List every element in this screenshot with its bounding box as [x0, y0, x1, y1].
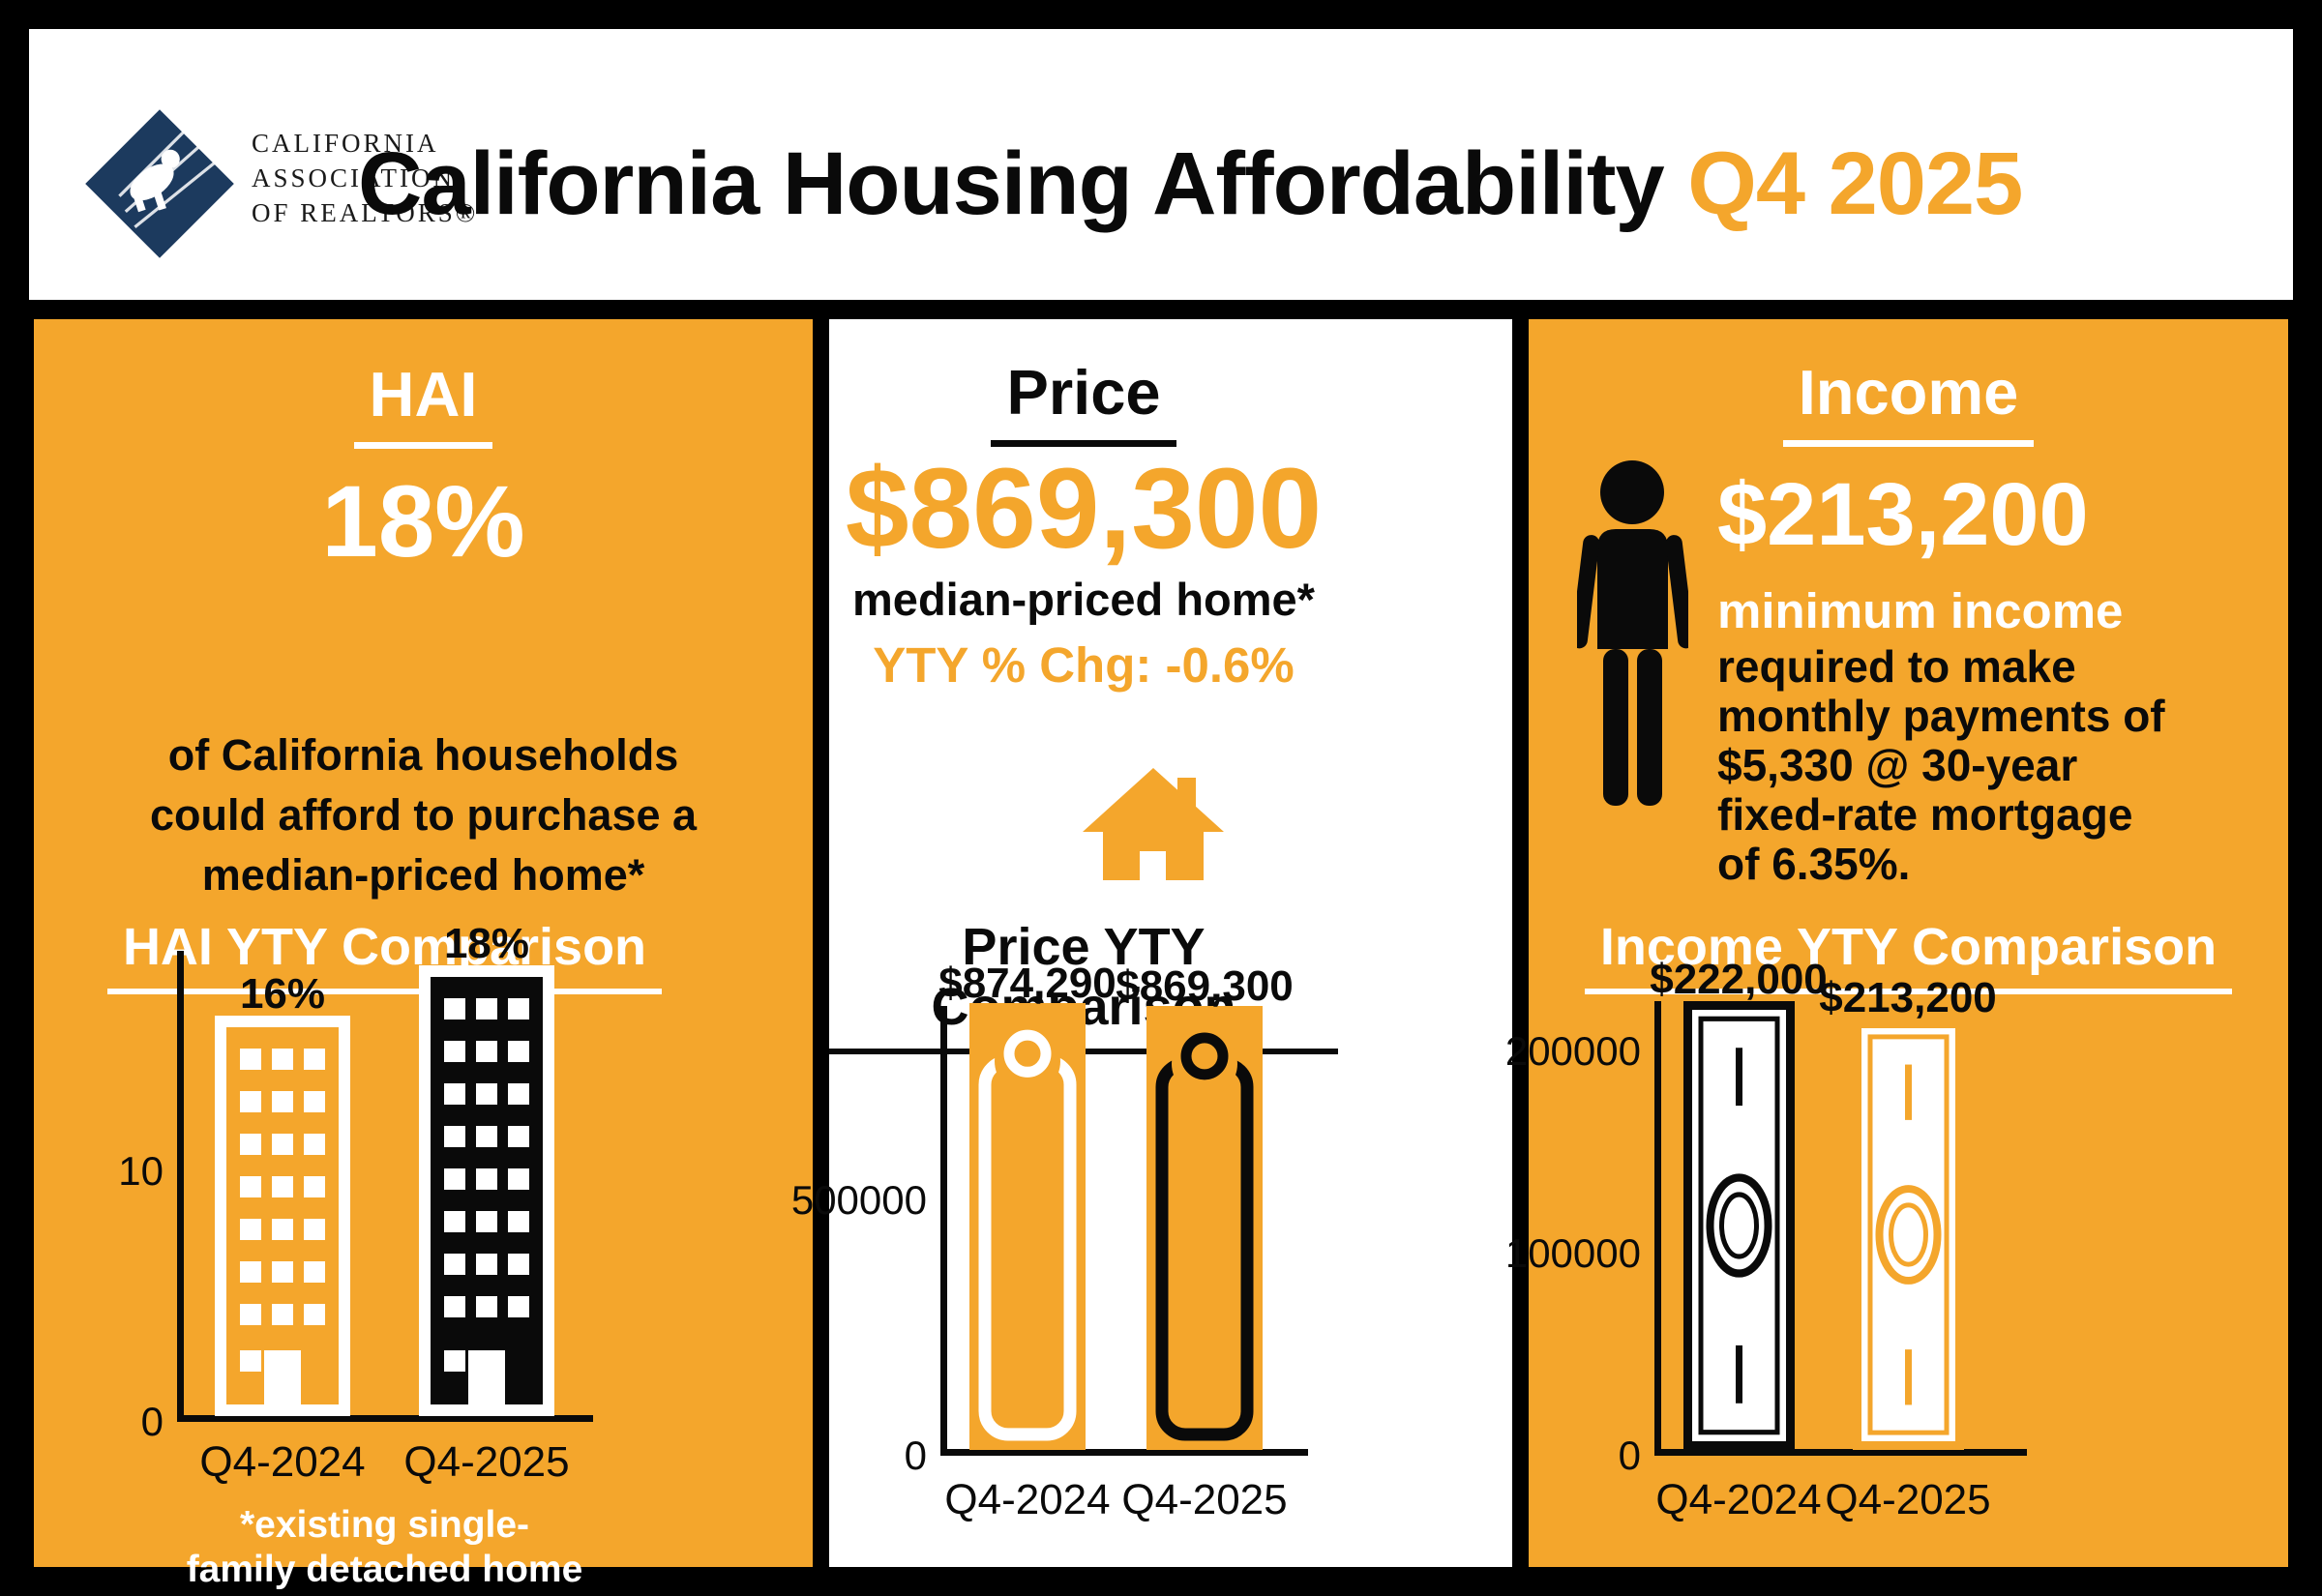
income-desc-line: monthly payments of: [1717, 691, 2165, 741]
income-ytick-100000: 100000: [1504, 1230, 1641, 1276]
income-ytick-200000: 200000: [1504, 1028, 1641, 1074]
car-logo-wordmark: CALIFORNIA ASSOCIATION OF REALTORS®: [252, 126, 478, 230]
hai-headline-value: 18%: [321, 465, 525, 578]
price-yty-change: YTY % Chg: -0.6%: [873, 637, 1295, 693]
price-caption: median-priced home*: [852, 574, 1315, 625]
hai-ytick-10: 10: [118, 1148, 164, 1194]
logo-line: CALIFORNIA: [252, 129, 439, 158]
income-heading: Income: [1529, 356, 2288, 447]
income-rate-prefix: of: [1717, 839, 1772, 889]
price-category-q4-2025: Q4-2025: [1121, 1476, 1288, 1523]
price-heading-text: Price: [991, 356, 1176, 447]
hai-panel: HAI 18% of California households could a…: [34, 319, 813, 1590]
hai-ytick-0: 0: [140, 1399, 164, 1444]
page-title-main: California Housing Affordability: [358, 134, 1688, 233]
income-bar-value-q4-2025: $213,200: [1819, 974, 1997, 1021]
price-bar-q4-2025-price-tag-icon: [1146, 1006, 1263, 1450]
income-rate-value: 6.35%: [1771, 839, 1898, 889]
price-panel: Price $869,300 median-priced home* YTY %…: [791, 319, 1512, 1567]
price-headline-value: $869,300: [845, 445, 1323, 573]
income-chart-plot: 0 100000 200000: [1505, 1001, 2027, 1478]
income-description: required to make monthly payments of $5,…: [1717, 642, 2269, 889]
income-panel: Income $213,200 minimum income required …: [1505, 319, 2288, 1567]
person-icon: [1570, 459, 1695, 808]
hai-bar-q4-2025-building-icon: [419, 965, 554, 1416]
hai-y-axis: [177, 951, 184, 1422]
page-title-quarter: Q4 2025: [1687, 134, 2023, 233]
logo-line: ASSOCIATION: [252, 163, 456, 192]
income-rate-suffix: .: [1897, 839, 1911, 889]
income-subheading: minimum income: [1717, 583, 2124, 638]
income-payment-rest: @ 30-year: [1853, 740, 2078, 790]
hai-footnote-line: family detached home: [186, 1549, 583, 1590]
hai-footnote: *existing single- family detached home: [34, 1503, 735, 1592]
income-payment-amount: $5,330: [1717, 740, 1854, 790]
hai-bar-value-q4-2024: 16%: [239, 970, 326, 1018]
car-logo: [82, 106, 237, 261]
income-desc-line: fixed-rate mortgage: [1717, 789, 2133, 840]
price-bar-q4-2024-price-tag-icon: [969, 1003, 1086, 1450]
header: CALIFORNIA ASSOCIATION OF REALTORS® Cali…: [29, 29, 2293, 300]
house-icon: [1081, 766, 1226, 882]
income-category-q4-2025: Q4-2025: [1825, 1476, 1991, 1523]
price-bar-value-q4-2024: $874,290: [938, 960, 1116, 1007]
price-x-axis: [940, 1449, 1308, 1456]
hai-heading-text: HAI: [353, 358, 493, 449]
income-bar-q4-2024-dollar-bill-icon: [1683, 1001, 1795, 1450]
car-logo-diamond-icon: [85, 109, 234, 258]
logo-line: OF REALTORS®: [252, 198, 479, 227]
income-desc-line: of 6.35%.: [1717, 840, 2269, 889]
hai-category-q4-2024: Q4-2024: [199, 1438, 366, 1486]
hai-heading: HAI: [34, 358, 813, 449]
hai-x-axis: [177, 1415, 593, 1422]
price-heading: Price: [829, 356, 1338, 447]
hai-bar-value-q4-2025: 18%: [443, 920, 530, 967]
hai-description: of California households could afford to…: [34, 725, 813, 905]
hai-category-q4-2025: Q4-2025: [403, 1438, 570, 1486]
income-chart-title-text: Income YTY Comparison: [1584, 917, 2233, 994]
price-ytick-0: 0: [904, 1433, 927, 1478]
hai-bar-q4-2024-building-icon: [215, 1016, 350, 1416]
price-bar-value-q4-2025: $869,300: [1116, 962, 1294, 1010]
income-bar-q4-2025-dollar-bill-icon: [1853, 1020, 1964, 1450]
income-category-q4-2024: Q4-2024: [1655, 1476, 1822, 1523]
income-y-axis: [1654, 1001, 1661, 1456]
income-headline-value: $213,200: [1717, 465, 2089, 564]
income-ytick-0: 0: [1618, 1433, 1641, 1478]
income-desc-line: required to make: [1717, 641, 2076, 692]
price-chart-plot: 0 500000: [791, 1003, 1308, 1478]
hai-chart-plot: 0 10: [118, 951, 593, 1444]
income-bar-value-q4-2024: $222,000: [1650, 956, 1828, 1003]
page-title: California Housing Affordability Q4 2025: [358, 133, 2023, 235]
hai-desc-line: could afford to purchase a: [149, 790, 698, 840]
income-chart-title: Income YTY Comparison: [1529, 917, 2288, 994]
hai-footnote-line: *existing single-: [239, 1504, 530, 1546]
price-y-axis: [940, 1006, 947, 1456]
income-heading-text: Income: [1782, 356, 2035, 447]
price-ytick-500000: 500000: [790, 1177, 927, 1223]
price-category-q4-2024: Q4-2024: [944, 1476, 1111, 1523]
hai-desc-line: median-priced home*: [201, 850, 645, 900]
income-desc-line: $5,330 @ 30-year: [1717, 741, 2269, 790]
hai-chart-title-text: HAI YTY Comparison: [106, 917, 663, 994]
hai-desc-line: of California households: [167, 730, 679, 780]
hai-chart-title: HAI YTY Comparison: [34, 917, 735, 994]
income-x-axis: [1654, 1449, 2027, 1456]
